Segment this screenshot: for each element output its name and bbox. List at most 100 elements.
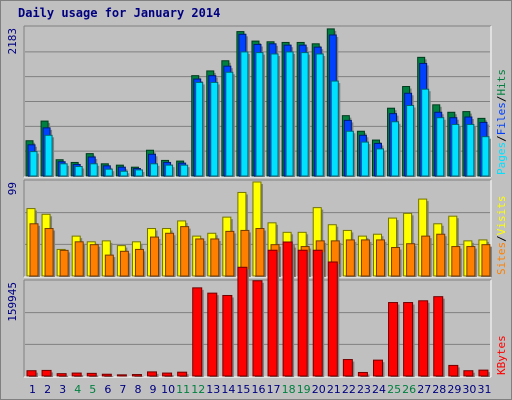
day-label: 19 (297, 383, 311, 396)
sites-bar (436, 233, 446, 277)
kbytes-bar (192, 287, 203, 377)
pages-bar (436, 117, 445, 177)
kbytes-bar (372, 359, 383, 377)
pages-bar (44, 134, 53, 177)
pages-bar (451, 123, 460, 177)
day-label: 5 (89, 383, 96, 396)
pages-bar (165, 164, 174, 177)
kbytes-bar (252, 280, 263, 377)
bottom-max-label: 159945 (6, 282, 19, 322)
kbytes-bar (86, 372, 97, 377)
top-max-label: 2183 (6, 28, 19, 55)
sites-bar (255, 228, 265, 277)
day-label: 6 (104, 383, 111, 396)
kbytes-bar (448, 364, 459, 377)
day-label: 13 (206, 383, 220, 396)
sites-bar (481, 244, 491, 277)
sites-bar (104, 254, 114, 277)
pages-bar (150, 163, 159, 177)
day-label: 22 (342, 383, 356, 396)
day-label: 2 (44, 383, 51, 396)
kbytes-bar (26, 370, 37, 377)
kbytes-bar (312, 249, 323, 377)
day-label: 17 (267, 383, 281, 396)
pages-bar (225, 71, 234, 177)
day-label: 23 (357, 383, 371, 396)
day-label: 26 (402, 383, 416, 396)
pages-bar (481, 136, 490, 177)
sites-bar (391, 247, 401, 277)
sites-bar (210, 238, 220, 277)
day-label: 16 (252, 383, 266, 396)
day-label: 20 (312, 383, 326, 396)
pages-bar (59, 163, 68, 177)
kbytes-bar (207, 292, 218, 377)
sites-bar (195, 238, 205, 277)
pages-bar (421, 88, 430, 177)
kbytes-bar (177, 371, 188, 377)
kbytes-bar-shadow (104, 376, 114, 377)
day-label: 14 (221, 383, 235, 396)
kbytes-bar (222, 294, 233, 377)
legend-pages: Pages (495, 142, 508, 175)
day-label: 3 (59, 383, 66, 396)
legend-separator: / (495, 96, 508, 103)
pages-bar (360, 141, 369, 177)
pages-bar (134, 169, 143, 177)
sites-bar (119, 250, 129, 277)
kbytes-bar (131, 374, 142, 377)
sites-bar (74, 241, 84, 277)
day-label: 27 (417, 383, 431, 396)
day-label: 1 (29, 383, 36, 396)
pages-bar (315, 53, 324, 177)
sites-bar (29, 223, 39, 277)
day-label: 28 (432, 383, 446, 396)
pages-bar (285, 51, 294, 177)
day-label: 10 (161, 383, 175, 396)
sites-bar (180, 226, 190, 277)
sites-bar (150, 236, 160, 277)
pages-bar (180, 164, 189, 177)
day-label: 25 (387, 383, 401, 396)
pages-bar (74, 166, 83, 177)
pages-bar (210, 81, 219, 177)
day-label: 24 (372, 383, 386, 396)
kbytes-bar (478, 369, 489, 377)
sites-bar (466, 246, 476, 277)
pages-bar (375, 148, 384, 177)
legend-separator: / (495, 235, 508, 242)
sites-bar (375, 239, 385, 277)
top-legend: Pages/Files/Hits (495, 69, 508, 175)
kbytes-bar (147, 371, 158, 377)
kbytes-bar (357, 371, 368, 377)
day-label: 31 (477, 383, 491, 396)
pages-bar (255, 52, 264, 177)
middle-legend: Sites/Visits (495, 196, 508, 276)
kbytes-bar (463, 370, 474, 377)
middle-max-label: 99 (6, 182, 19, 195)
day-label: 7 (119, 383, 126, 396)
kbytes-bar (433, 296, 444, 377)
pages-bar (345, 130, 354, 177)
day-label: 30 (462, 383, 476, 396)
pages-bar (104, 168, 113, 177)
kbytes-bar (388, 302, 399, 377)
day-label: 21 (327, 383, 341, 396)
kbytes-bar (327, 261, 338, 377)
legend-kbytes: KBytes (495, 335, 508, 375)
kbytes-bar (101, 373, 112, 377)
sites-bar (421, 235, 431, 277)
day-label: 11 (176, 383, 190, 396)
kbytes-bar (71, 372, 82, 377)
legend-visits: Visits (495, 196, 508, 236)
sites-bar (360, 239, 370, 277)
sites-bar (451, 246, 461, 277)
day-label: 8 (134, 383, 141, 396)
day-label: 15 (236, 383, 250, 396)
kbytes-bar (418, 300, 429, 377)
kbytes-bar (267, 249, 278, 377)
sites-bar (165, 232, 175, 277)
pages-bar (300, 52, 309, 177)
pages-bar (240, 51, 249, 177)
pages-bar (29, 151, 38, 177)
